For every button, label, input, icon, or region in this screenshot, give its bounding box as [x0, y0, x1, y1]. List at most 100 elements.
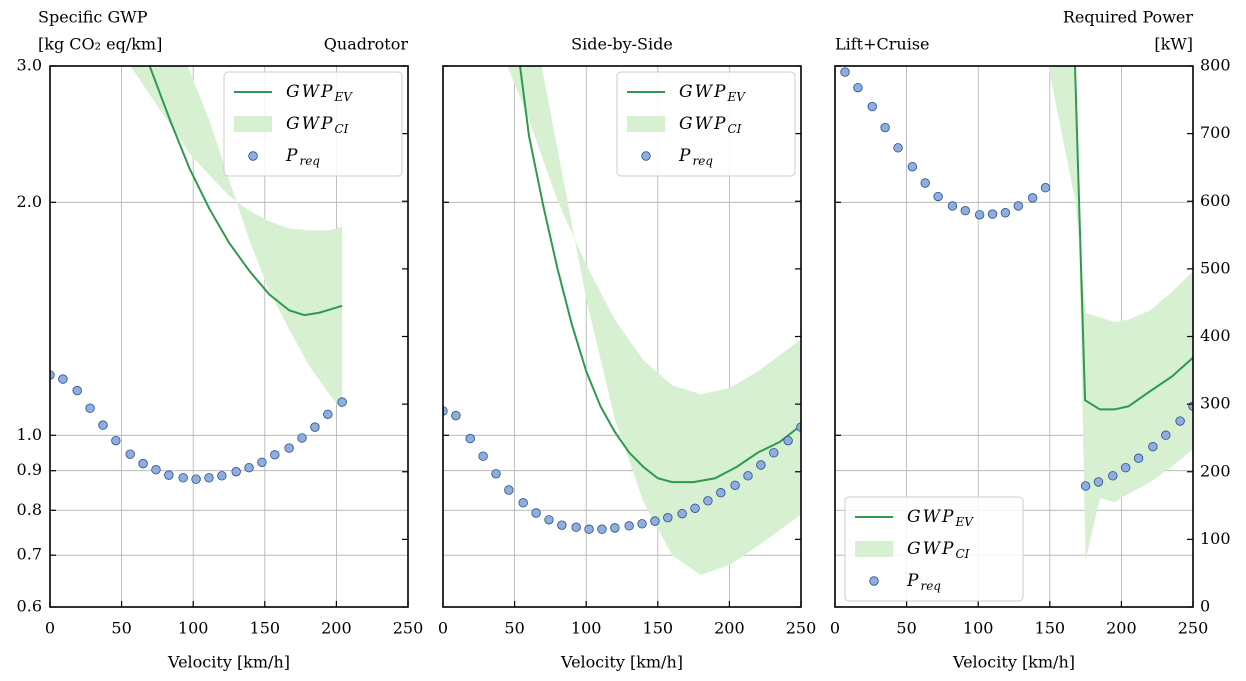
- power-point: [690, 503, 700, 513]
- power-point: [637, 519, 647, 529]
- legend-name: GWP: [286, 82, 335, 102]
- panel-title: Side-by-Side: [571, 35, 673, 54]
- power-point: [867, 101, 877, 112]
- legend-marker: [641, 151, 651, 161]
- power-point: [58, 374, 68, 384]
- power-point: [907, 162, 918, 172]
- y-tick-label: 0.7: [17, 545, 42, 564]
- legend-label: Preq: [285, 146, 320, 168]
- legend-patch: [855, 541, 893, 557]
- power-point: [478, 451, 488, 461]
- power-point: [257, 457, 267, 467]
- x-tick-label: 50: [111, 619, 131, 638]
- y2-tick-label: 700: [1200, 123, 1231, 142]
- power-point: [933, 191, 943, 202]
- legend-label: GWPEV: [907, 507, 974, 529]
- power-point: [297, 433, 307, 443]
- power-point: [465, 433, 475, 444]
- y-tick-label: 1.0: [17, 425, 42, 444]
- power-point: [270, 450, 280, 460]
- ci-band: [1048, 66, 1193, 561]
- power-point: [504, 485, 514, 495]
- legend-label: GWPEV: [286, 82, 353, 104]
- power-point: [544, 515, 554, 525]
- power-point: [1013, 201, 1023, 211]
- power-point: [164, 470, 174, 480]
- power-point: [716, 488, 726, 498]
- y2-tick-label: 100: [1200, 529, 1231, 548]
- x-axis-label: Velocity [km/h]: [560, 653, 683, 672]
- legend-box: [223, 71, 403, 177]
- power-point: [491, 469, 501, 479]
- power-point: [284, 443, 294, 453]
- power-point: [1080, 481, 1091, 491]
- x-tick-label: 150: [643, 619, 674, 638]
- legend-name: P: [285, 146, 299, 166]
- x-tick-label: 50: [504, 619, 524, 638]
- y-tick-label: 3.0: [17, 56, 42, 75]
- power-point: [244, 462, 254, 473]
- power-point: [191, 474, 201, 484]
- power-point: [756, 460, 766, 470]
- power-point: [783, 435, 793, 446]
- power-point: [85, 403, 95, 413]
- legend-name: GWP: [679, 82, 728, 102]
- power-point: [518, 498, 528, 508]
- legend-marker: [248, 151, 258, 161]
- power-point: [1133, 453, 1144, 463]
- power-point: [217, 471, 227, 481]
- legend-name: GWP: [679, 114, 728, 134]
- legend-name: GWP: [907, 507, 956, 527]
- power-point: [853, 82, 863, 93]
- power-point: [1093, 477, 1104, 487]
- power-point: [947, 201, 958, 211]
- power-point: [893, 143, 903, 153]
- y2-tick-label: 400: [1200, 326, 1231, 345]
- legend-name: P: [678, 146, 692, 166]
- power-point: [557, 520, 567, 530]
- power-point: [584, 524, 594, 534]
- power-point: [1148, 442, 1158, 452]
- power-point: [98, 420, 108, 430]
- legend-subscript: CI: [728, 122, 742, 136]
- legend-label: GWPCI: [286, 114, 349, 136]
- power-point: [125, 449, 135, 459]
- legend-subscript: req: [692, 154, 713, 168]
- gwp-line: [519, 66, 801, 484]
- power-point: [1161, 430, 1171, 440]
- gwp-line: [148, 66, 343, 317]
- power-point: [1040, 183, 1051, 193]
- ci-band: [130, 66, 343, 410]
- x-tick-label: 0: [438, 619, 448, 638]
- x-tick-label: 50: [896, 619, 916, 638]
- power-point: [743, 471, 753, 481]
- y-axis-label: Specific GWP: [38, 8, 148, 27]
- power-point: [703, 496, 713, 506]
- power-point: [531, 508, 541, 518]
- power-point: [231, 467, 241, 477]
- power-point: [323, 409, 333, 419]
- y-tick-label: 2.0: [17, 192, 42, 211]
- x-axis-label: Velocity [km/h]: [167, 653, 290, 672]
- legend-label: Preq: [678, 146, 713, 168]
- power-point: [677, 508, 687, 519]
- legend-subscript: CI: [335, 122, 349, 136]
- x-tick-label: 0: [45, 619, 55, 638]
- x-tick-label: 100: [963, 619, 994, 638]
- power-point: [730, 480, 740, 490]
- power-point: [840, 67, 850, 77]
- legend-subscript: EV: [955, 515, 975, 529]
- y-tick-label: 0.9: [17, 460, 42, 479]
- x-tick-label: 200: [1106, 619, 1137, 638]
- y2-tick-label: 500: [1200, 258, 1231, 277]
- power-point: [663, 513, 673, 523]
- power-point: [1027, 193, 1038, 203]
- x-tick-label: 250: [786, 619, 817, 638]
- power-point: [974, 210, 985, 220]
- power-point: [1175, 416, 1185, 426]
- y2-tick-label: 0: [1200, 597, 1210, 616]
- power-point: [650, 516, 660, 526]
- legend-subscript: CI: [956, 547, 970, 561]
